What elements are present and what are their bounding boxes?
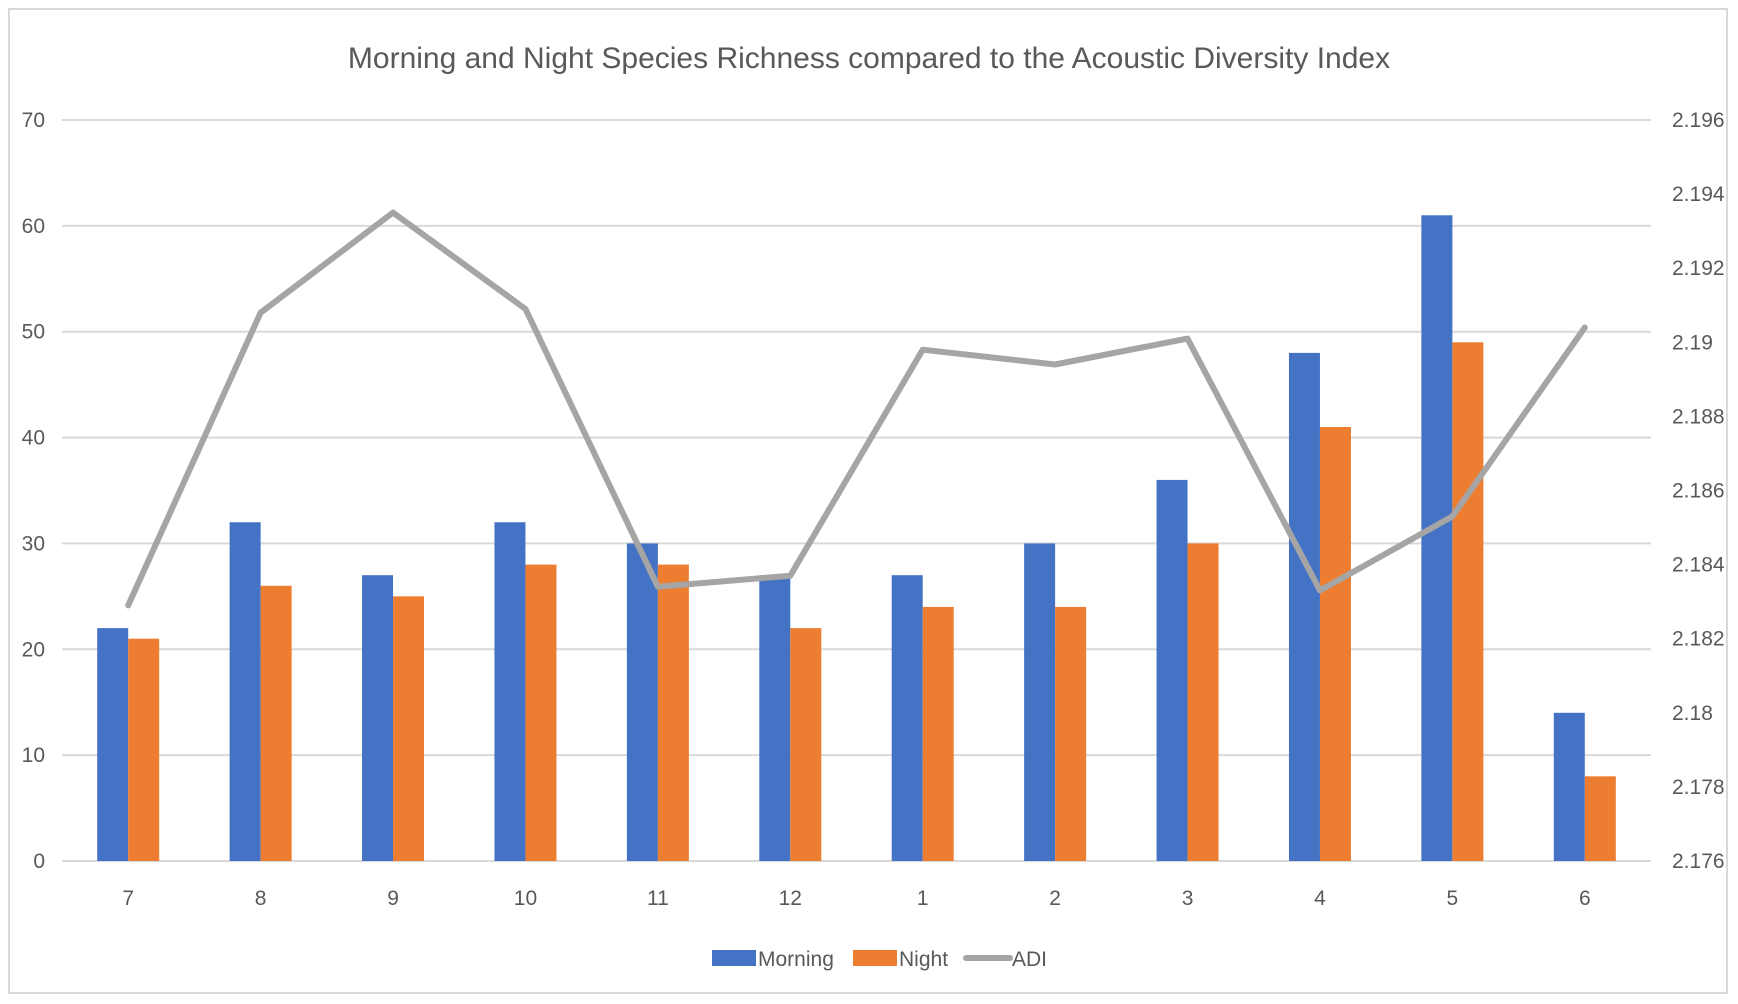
x-axis-tick-label: 12 <box>779 887 802 910</box>
legend-item-night: Night <box>853 948 948 971</box>
morning-bar <box>97 628 129 861</box>
left-axis-tick-label: 0 <box>33 850 45 873</box>
night-bar <box>922 606 954 861</box>
right-axis-tick-label: 2.188 <box>1672 405 1725 428</box>
x-axis-tick-label: 8 <box>255 887 267 910</box>
adi-line <box>125 209 1588 609</box>
morning-bar <box>494 522 526 861</box>
night-bar <box>393 596 425 861</box>
morning-bar <box>1024 543 1056 861</box>
axis-labels: 0 10 20 30 40 50 60 70 2.176 2.178 2.18 2.182 2.184 2… <box>22 109 1725 910</box>
legend-label-morning: Morning <box>758 948 834 971</box>
right-axis-tick-label: 2.176 <box>1672 850 1725 873</box>
x-axis-tick-label: 3 <box>1182 887 1194 910</box>
night-bar <box>525 564 557 861</box>
right-axis-tick-label: 2.186 <box>1672 480 1725 503</box>
x-axis-tick-label: 6 <box>1579 887 1591 910</box>
right-axis-tick-label: 2.19 <box>1672 331 1713 354</box>
left-axis-tick-label: 30 <box>22 532 45 555</box>
morning-bar <box>1288 352 1320 861</box>
night-bar <box>260 585 292 861</box>
night-bar <box>128 638 160 861</box>
x-axis-tick-label: 5 <box>1447 887 1459 910</box>
morning-bar <box>1421 215 1453 861</box>
night-bar <box>1452 342 1484 861</box>
right-axis-tick-label: 2.18 <box>1672 702 1713 725</box>
gridlines <box>62 119 1651 862</box>
chart-title: Morning and Night Species Richness compa… <box>348 42 1390 75</box>
left-axis-tick-label: 70 <box>22 109 45 132</box>
x-axis-tick-label: 10 <box>514 887 537 910</box>
right-axis-tick-label: 2.196 <box>1672 109 1725 132</box>
right-axis-tick-label: 2.184 <box>1672 554 1725 577</box>
night-bar <box>790 628 822 861</box>
right-axis-tick-label: 2.182 <box>1672 628 1725 651</box>
right-axis-tick-label: 2.194 <box>1672 183 1725 206</box>
right-axis-tick-label: 2.178 <box>1672 776 1725 799</box>
x-axis-tick-label: 2 <box>1049 887 1061 910</box>
night-bar <box>1584 776 1616 861</box>
legend-label-adi: ADI <box>1012 948 1047 971</box>
legend: Morning Night ADI <box>712 948 1047 971</box>
x-axis-tick-label: 7 <box>122 887 134 910</box>
morning-bar <box>891 575 923 861</box>
night-bar <box>657 564 689 861</box>
left-axis-tick-label: 10 <box>22 744 45 767</box>
adi-line-layer <box>125 209 1588 609</box>
morning-bar <box>229 522 261 861</box>
left-axis-tick-label: 50 <box>22 321 45 344</box>
left-axis-tick-label: 60 <box>22 215 45 238</box>
left-axis-tick-label: 20 <box>22 638 45 661</box>
legend-label-night: Night <box>899 948 948 971</box>
morning-bar <box>362 575 394 861</box>
bars <box>97 215 1616 861</box>
legend-swatch-night <box>853 950 897 966</box>
night-bar <box>1187 543 1219 861</box>
morning-bar <box>759 575 791 861</box>
legend-item-morning: Morning <box>712 948 834 971</box>
legend-swatch-morning <box>712 950 756 966</box>
left-axis-tick-label: 40 <box>22 427 45 450</box>
x-axis-tick-label: 1 <box>917 887 929 910</box>
right-axis-tick-label: 2.192 <box>1672 257 1725 280</box>
x-axis-tick-label: 4 <box>1314 887 1326 910</box>
morning-bar <box>1156 479 1188 861</box>
x-axis-tick-label: 9 <box>387 887 399 910</box>
legend-item-adi: ADI <box>963 948 1047 971</box>
morning-bar <box>626 543 658 861</box>
x-axis-tick-label: 11 <box>647 887 669 910</box>
morning-bar <box>1553 712 1585 861</box>
night-bar <box>1319 426 1351 861</box>
night-bar <box>1055 606 1087 861</box>
